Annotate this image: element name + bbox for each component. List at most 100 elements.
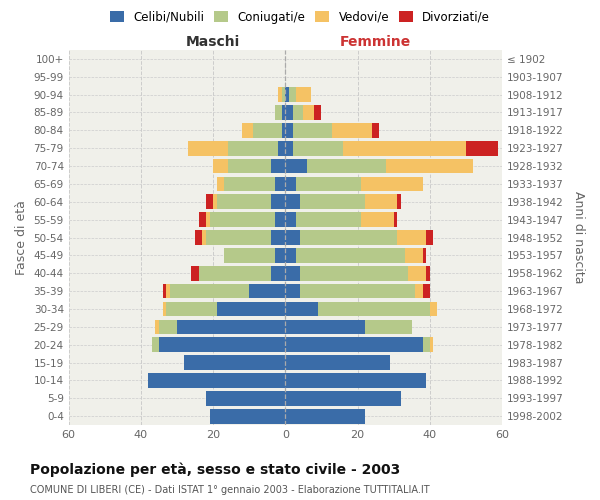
Bar xyxy=(300,284,415,298)
Bar xyxy=(286,391,401,406)
Bar xyxy=(217,176,224,192)
Bar xyxy=(282,88,286,102)
Bar xyxy=(188,141,227,156)
Bar xyxy=(199,212,206,227)
Bar xyxy=(286,212,296,227)
Y-axis label: Fasce di età: Fasce di età xyxy=(15,200,28,275)
Bar xyxy=(286,338,422,352)
Bar xyxy=(397,194,401,209)
Bar xyxy=(224,176,275,192)
Bar xyxy=(422,284,430,298)
Bar xyxy=(217,302,286,316)
Bar xyxy=(170,284,249,298)
Bar xyxy=(224,248,275,262)
Bar xyxy=(209,212,275,227)
Bar xyxy=(206,230,271,245)
Bar xyxy=(202,230,206,245)
Bar xyxy=(199,266,271,280)
Bar xyxy=(314,105,322,120)
Bar xyxy=(343,141,466,156)
Bar xyxy=(293,141,343,156)
Bar xyxy=(296,248,404,262)
Bar xyxy=(422,338,430,352)
Bar xyxy=(404,248,422,262)
Bar xyxy=(206,194,213,209)
Text: COMUNE DI LIBERI (CE) - Dati ISTAT 1° gennaio 2003 - Elaborazione TUTTITALIA.IT: COMUNE DI LIBERI (CE) - Dati ISTAT 1° ge… xyxy=(30,485,430,495)
Bar xyxy=(191,266,199,280)
Bar xyxy=(286,230,300,245)
Bar xyxy=(286,194,300,209)
Bar xyxy=(286,248,296,262)
Bar xyxy=(195,230,202,245)
Bar xyxy=(163,284,166,298)
Legend: Celibi/Nubili, Coniugati/e, Vedovi/e, Divorziati/e: Celibi/Nubili, Coniugati/e, Vedovi/e, Di… xyxy=(105,6,495,28)
Bar xyxy=(177,320,286,334)
Bar xyxy=(286,373,426,388)
Bar xyxy=(206,212,209,227)
Bar xyxy=(227,158,271,174)
Bar xyxy=(227,141,278,156)
Bar xyxy=(282,123,286,138)
Bar xyxy=(286,123,293,138)
Bar xyxy=(253,123,282,138)
Bar xyxy=(296,88,311,102)
Bar xyxy=(296,212,361,227)
Bar xyxy=(286,88,289,102)
Bar xyxy=(300,194,365,209)
Bar xyxy=(275,176,286,192)
Bar xyxy=(286,158,307,174)
Bar xyxy=(286,176,296,192)
Bar xyxy=(159,320,177,334)
Bar xyxy=(155,320,159,334)
Bar xyxy=(163,302,166,316)
Bar xyxy=(271,158,286,174)
Bar xyxy=(278,141,286,156)
Bar xyxy=(304,105,314,120)
Bar xyxy=(422,248,426,262)
Bar xyxy=(286,302,318,316)
Bar xyxy=(166,284,170,298)
Bar xyxy=(249,284,286,298)
Bar xyxy=(397,230,426,245)
Text: Femmine: Femmine xyxy=(340,35,411,49)
Bar xyxy=(286,356,390,370)
Y-axis label: Anni di nascita: Anni di nascita xyxy=(572,192,585,284)
Bar xyxy=(217,194,271,209)
Bar xyxy=(152,338,159,352)
Bar xyxy=(386,158,473,174)
Bar xyxy=(426,230,433,245)
Bar xyxy=(430,302,437,316)
Bar xyxy=(394,212,397,227)
Bar xyxy=(293,123,332,138)
Bar xyxy=(282,105,286,120)
Bar xyxy=(206,391,286,406)
Bar xyxy=(361,212,394,227)
Bar xyxy=(426,266,430,280)
Bar xyxy=(466,141,499,156)
Bar xyxy=(159,338,286,352)
Bar xyxy=(271,266,286,280)
Bar xyxy=(242,123,253,138)
Bar xyxy=(271,230,286,245)
Bar xyxy=(365,194,397,209)
Bar xyxy=(286,320,365,334)
Bar xyxy=(286,105,293,120)
Text: Popolazione per età, sesso e stato civile - 2003: Popolazione per età, sesso e stato civil… xyxy=(30,462,400,477)
Bar xyxy=(415,284,422,298)
Bar xyxy=(286,409,365,424)
Bar xyxy=(318,302,430,316)
Bar xyxy=(286,266,300,280)
Bar xyxy=(332,123,372,138)
Bar xyxy=(213,194,217,209)
Bar xyxy=(361,176,422,192)
Bar xyxy=(286,284,300,298)
Bar xyxy=(275,105,282,120)
Bar xyxy=(184,356,286,370)
Bar xyxy=(430,338,433,352)
Bar xyxy=(372,123,379,138)
Text: Maschi: Maschi xyxy=(186,35,240,49)
Bar xyxy=(275,248,286,262)
Bar xyxy=(209,409,286,424)
Bar xyxy=(408,266,426,280)
Bar xyxy=(275,212,286,227)
